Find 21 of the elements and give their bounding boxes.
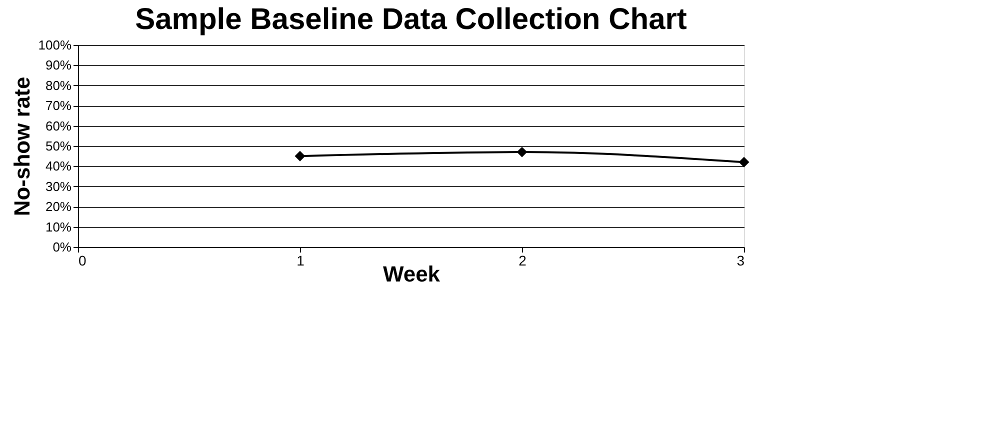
point (294, 150, 306, 162)
x-tick-label: 3 (736, 252, 745, 268)
y-tick-label: 60% (45, 118, 72, 134)
y-axis-title: No-show rate (9, 76, 34, 216)
y-tick-label: 80% (45, 78, 72, 93)
y-tick-label: 10% (45, 219, 72, 234)
y-tick-label: 90% (45, 58, 72, 73)
y-tick-label: 30% (45, 178, 72, 194)
y-tick-label: 70% (45, 98, 72, 114)
chart-title: Sample Baseline Data Collection Chart (135, 3, 687, 36)
y-tick-label: 50% (45, 138, 72, 154)
point (516, 146, 528, 158)
y-tick-label: 100% (38, 38, 72, 52)
x-tick-label: 2 (518, 252, 527, 268)
x-tick-label: 0 (78, 252, 86, 268)
x-tick-label: 1 (296, 252, 305, 268)
point (738, 156, 750, 168)
y-tick-label: 40% (45, 158, 72, 174)
y-tick-label: 0% (52, 240, 72, 254)
x-axis-title: Week (382, 262, 441, 286)
y-tick-label: 20% (45, 199, 72, 214)
